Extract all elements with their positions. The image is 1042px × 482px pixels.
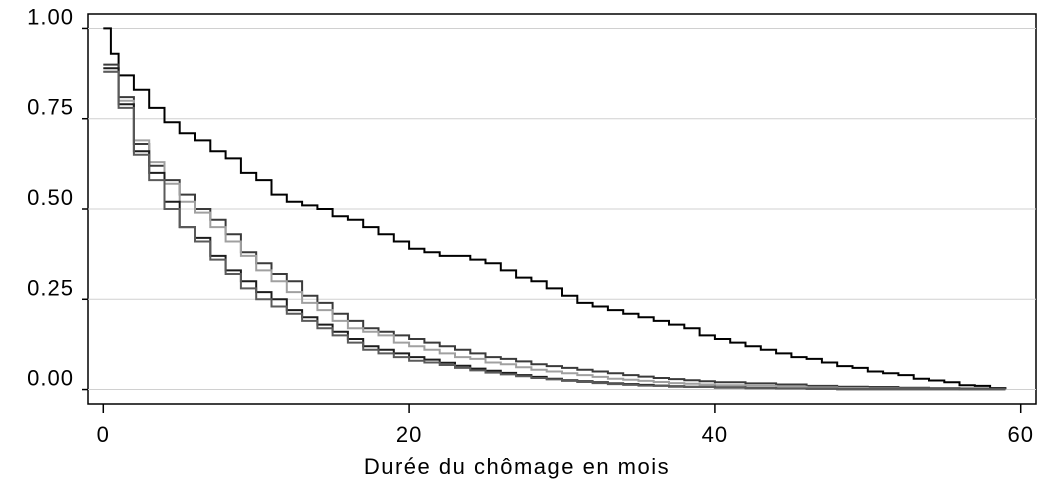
y-tick-label: 0.25 [27, 275, 74, 300]
series-line-3 [103, 70, 1006, 391]
x-tick-label: 60 [1007, 422, 1033, 447]
y-tick-label: 0.75 [27, 95, 74, 120]
series-line-1 [103, 27, 1007, 390]
y-axis: 0.00 0.25 0.50 0.75 1.00 [27, 4, 88, 391]
x-tick-label: 0 [97, 422, 110, 447]
y-tick-label: 1.00 [27, 4, 74, 29]
y-tick-label: 0.00 [27, 366, 74, 391]
x-tick-label: 40 [702, 422, 728, 447]
y-tick-label: 0.50 [27, 185, 74, 210]
series-line-5 [103, 70, 1006, 391]
x-axis-title: Durée du chômage en mois [364, 454, 670, 479]
series-line-2 [103, 63, 1007, 390]
x-axis: 0 20 40 60 [97, 404, 1033, 447]
x-tick-label: 20 [396, 422, 422, 447]
series-group [103, 27, 1007, 391]
